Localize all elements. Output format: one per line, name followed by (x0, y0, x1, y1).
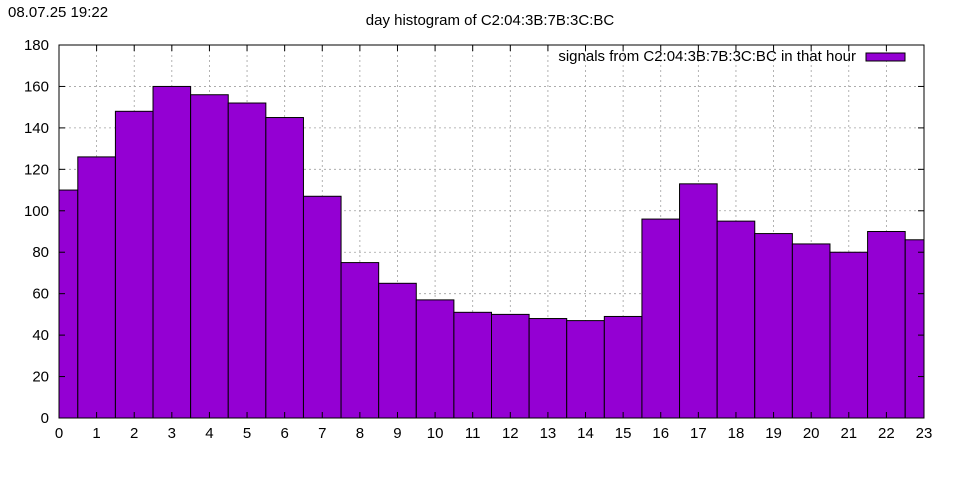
x-tick-label: 17 (690, 425, 707, 442)
histogram-bar (58, 189, 79, 419)
y-tick-label: 0 (41, 410, 49, 427)
timestamp: 08.07.25 19:22 (8, 4, 109, 21)
x-tick-label: 10 (427, 425, 444, 442)
bar-layer (58, 85, 925, 419)
x-tick-label: 22 (878, 425, 895, 442)
x-tick-label: 7 (318, 425, 326, 442)
x-tick-label: 9 (393, 425, 401, 442)
histogram-bar (340, 262, 380, 419)
x-tick-label: 6 (280, 425, 288, 442)
y-tick-label: 140 (24, 120, 49, 137)
y-tick-label: 120 (24, 161, 49, 178)
y-tick-label: 60 (32, 286, 49, 303)
histogram-bar (716, 220, 756, 419)
histogram-bar (453, 311, 492, 419)
chart-title: day histogram of C2:04:3B:7B:3C:BC (365, 12, 615, 29)
histogram-bar (77, 156, 116, 419)
x-tick-label: 14 (577, 425, 594, 442)
y-tick-label: 80 (32, 244, 49, 261)
y-tick-label: 20 (32, 369, 49, 386)
x-tick-label: 5 (243, 425, 251, 442)
x-tick-label: 4 (205, 425, 213, 442)
histogram-bar (227, 102, 267, 419)
histogram-bar (829, 251, 869, 419)
y-tick-label: 100 (24, 203, 49, 220)
y-tick-label: 180 (24, 37, 49, 54)
x-tick-label: 3 (168, 425, 176, 442)
histogram-bar (641, 218, 681, 419)
x-tick-label: 21 (840, 425, 857, 442)
x-tick-label: 15 (615, 425, 632, 442)
histogram-bar (603, 315, 643, 419)
legend-label: signals from C2:04:3B:7B:3C:BC in that h… (558, 48, 856, 65)
x-tick-label: 2 (130, 425, 138, 442)
x-tick-label: 1 (92, 425, 100, 442)
histogram-bar (190, 94, 229, 419)
histogram-bar (491, 313, 530, 419)
histogram-bar (867, 231, 906, 419)
histogram-bar (679, 183, 718, 419)
histogram-bar (378, 282, 417, 419)
histogram-bar (791, 243, 831, 419)
x-tick-label: 18 (728, 425, 745, 442)
legend-swatch (865, 52, 906, 62)
x-tick-label: 19 (765, 425, 782, 442)
x-tick-label: 8 (356, 425, 364, 442)
y-tick-label: 40 (32, 327, 49, 344)
histogram-bar (114, 110, 154, 419)
x-tick-label: 13 (540, 425, 557, 442)
y-tick-label: 160 (24, 78, 49, 95)
x-tick-label: 16 (652, 425, 669, 442)
histogram-bar (754, 233, 793, 419)
x-tick-label: 0 (55, 425, 63, 442)
histogram-bar (904, 239, 925, 419)
x-tick-label: 11 (465, 425, 481, 442)
histogram-bar (302, 195, 342, 419)
legend: signals from C2:04:3B:7B:3C:BC in that h… (558, 48, 906, 65)
histogram-bar (265, 117, 304, 419)
histogram-bar (528, 318, 568, 419)
x-tick-label: 12 (502, 425, 519, 442)
x-tick-label: 20 (803, 425, 820, 442)
histogram-bar (152, 85, 192, 419)
histogram-bar (566, 320, 605, 419)
x-tick-label: 23 (916, 425, 933, 442)
plot-frame (58, 44, 925, 419)
histogram-bar (415, 299, 455, 419)
